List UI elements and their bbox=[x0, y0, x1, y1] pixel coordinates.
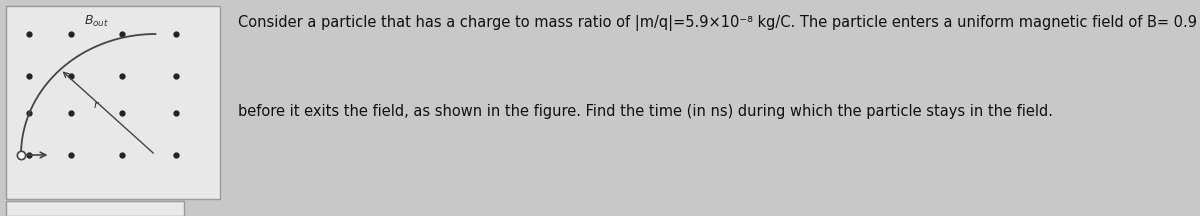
Text: $r$: $r$ bbox=[94, 99, 101, 110]
Text: $B_{out}$: $B_{out}$ bbox=[84, 14, 109, 29]
Bar bbox=[6, 6, 220, 199]
Bar bbox=[6, 201, 184, 216]
Text: Consider a particle that has a charge to mass ratio of |m/q|=5.9×10⁻⁸ kg/C. The : Consider a particle that has a charge to… bbox=[238, 15, 1200, 31]
Text: before it exits the field, as shown in the figure. Find the time (in ns) during : before it exits the field, as shown in t… bbox=[238, 104, 1052, 119]
